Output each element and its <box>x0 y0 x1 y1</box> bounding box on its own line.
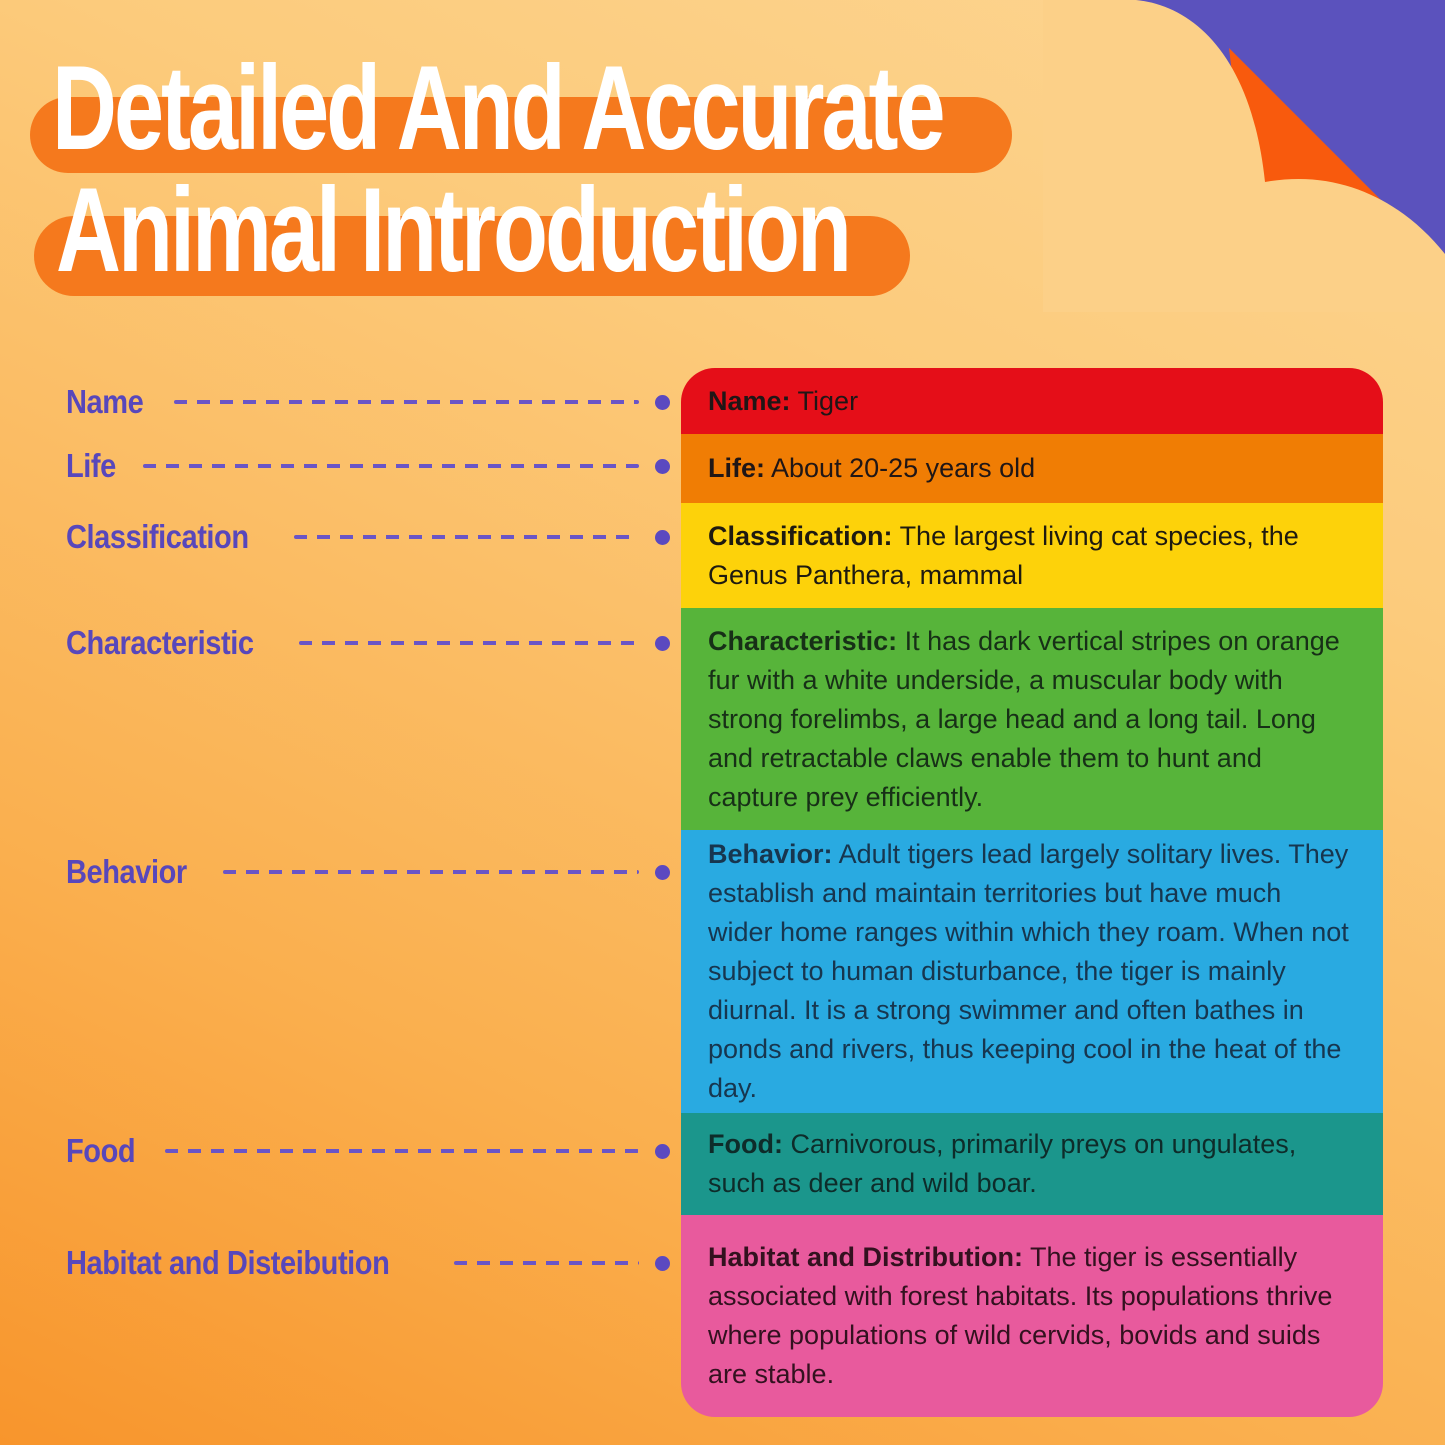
label-row-habitat: Habitat and Disteibution <box>66 1241 670 1285</box>
panel-habitat: Habitat and Distribution: The tiger is e… <box>681 1215 1383 1417</box>
label-row-classification: Classification <box>66 515 670 559</box>
panel-label: Characteristic: <box>708 625 898 656</box>
panel-label: Food: <box>708 1129 783 1159</box>
connector-dot <box>655 1143 670 1159</box>
page-title-line-1: Detailed And Accurate <box>52 41 946 175</box>
panel-text: Adult tigers lead largely solitary lives… <box>708 839 1349 1103</box>
panel-name: Name: Tiger <box>681 368 1383 434</box>
label-row-food: Food <box>66 1129 670 1173</box>
panel-food: Food: Carnivorous, primarily preys on un… <box>681 1113 1383 1215</box>
panel-label: Name: <box>708 385 791 416</box>
row-label: Name <box>66 383 144 420</box>
panel-label: Classification: <box>708 520 893 551</box>
dashed-connector <box>173 400 639 404</box>
dashed-connector <box>293 535 639 539</box>
page-curl-decoration <box>1043 0 1445 312</box>
dashed-connector <box>299 641 639 645</box>
peach-cloud-corner-shape <box>1043 0 1445 312</box>
row-label: Habitat and Disteibution <box>66 1244 390 1281</box>
panel-text: It has dark vertical stripes on orange f… <box>708 625 1340 812</box>
label-row-life: Life <box>66 444 670 488</box>
label-row-behavior: Behavior <box>66 850 670 894</box>
panel-text: Tiger <box>797 385 859 416</box>
row-label: Food <box>66 1132 136 1169</box>
page-title-line-2: Animal Introduction <box>56 163 852 297</box>
connector-dot <box>655 394 670 410</box>
panel-text: The largest living cat species, the Genu… <box>708 520 1299 590</box>
dashed-connector <box>453 1261 639 1265</box>
panel-label: Habitat and Distribution: <box>708 1242 1023 1272</box>
title-highlight-bar-1 <box>30 97 1012 173</box>
row-label: Classification <box>66 518 249 555</box>
label-row-characteristic: Characteristic <box>66 621 670 665</box>
info-panel-stack: Name: Tiger Life: About 20-25 years old … <box>681 368 1383 1417</box>
connector-dot <box>655 635 670 651</box>
panel-text: The tiger is essentially associated with… <box>708 1242 1333 1389</box>
dashed-connector <box>142 464 639 468</box>
panel-text: Carnivorous, primarily preys on ungulate… <box>708 1129 1297 1198</box>
panel-characteristic: Characteristic: It has dark vertical str… <box>681 608 1383 830</box>
row-label: Life <box>66 447 116 484</box>
panel-behavior: Behavior: Adult tigers lead largely soli… <box>681 830 1383 1113</box>
panel-label: Behavior: <box>708 839 833 869</box>
title-highlight-bar-2 <box>34 216 910 296</box>
connector-dot <box>655 458 670 474</box>
dashed-connector <box>223 870 639 874</box>
panel-label: Life: <box>708 453 765 483</box>
row-label: Characteristic <box>66 624 254 661</box>
label-row-name: Name <box>66 380 670 424</box>
panel-life: Life: About 20-25 years old <box>681 434 1383 503</box>
panel-text: About 20-25 years old <box>771 453 1036 483</box>
connector-dot <box>655 864 670 880</box>
connector-dot <box>655 529 670 545</box>
dashed-connector <box>164 1149 639 1153</box>
panel-classification: Classification: The largest living cat s… <box>681 503 1383 608</box>
row-label: Behavior <box>66 853 187 890</box>
connector-dot <box>655 1255 670 1271</box>
